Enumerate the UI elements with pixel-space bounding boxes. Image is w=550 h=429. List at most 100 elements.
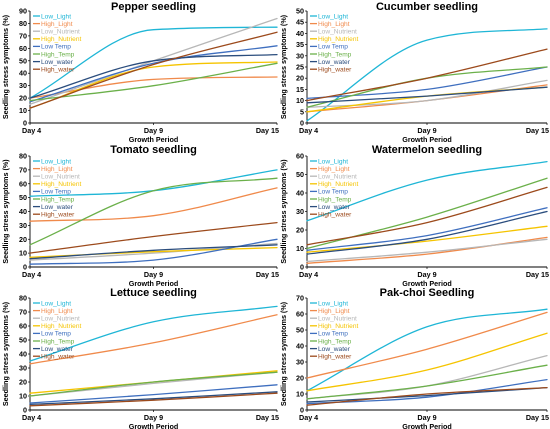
legend-entry-low-temp: Low Temp (41, 189, 71, 196)
x-tick-label: Day 4 (299, 413, 318, 422)
legend-entry-high-nutrient: High_Nutrient (318, 181, 358, 188)
y-tick-label: 10 (296, 390, 304, 399)
legend-entry-high-temp: High_Temp (41, 196, 75, 203)
series-line-high-water (29, 221, 278, 254)
legend-entry-high-water: High_water (318, 354, 352, 361)
y-tick-label: 30 (296, 358, 304, 367)
legend-entry-high-light: High_Light (318, 308, 350, 315)
legend-entry-low-light: Low_Light (41, 300, 71, 307)
legend-entry-high-temp: High_Temp (318, 51, 352, 58)
legend-entry-low-light: Low_Light (318, 300, 348, 307)
chart-cucumber-seedling: Cucumber seedling 0 5 10 15 20 25 30 35 40 45 50 Day… (279, 1, 549, 144)
y-tick-label: 80 (19, 19, 27, 28)
series-line-low-temp (29, 45, 278, 103)
y-tick-label: 60 (19, 179, 27, 188)
chart-title: Tomato seedling (110, 144, 197, 156)
y-tick-label: 10 (296, 244, 304, 253)
y-tick-label: 0 (300, 263, 304, 272)
y-tick-label: 0 (300, 406, 304, 415)
y-tick-label: 70 (19, 308, 27, 317)
legend-entry-low-nutrient: Low_Nutrient (41, 29, 80, 36)
y-tick-label: 20 (19, 235, 27, 244)
y-tick-label: 10 (19, 106, 27, 115)
x-tick-label: Day 4 (22, 413, 41, 422)
y-tick-label: 70 (296, 294, 304, 303)
y-tick-label: 90 (19, 7, 27, 16)
y-tick-label: 0 (300, 119, 304, 128)
legend-entry-high-light: High_Light (318, 21, 350, 28)
chart-pepper-seedling: Pepper seedling 0 10 20 30 40 50 60 70 80 90 Day 4 D… (1, 1, 279, 144)
series-line-low-water (29, 391, 278, 406)
y-tick-label: 40 (19, 207, 27, 216)
x-tick-label: Day 9 (417, 126, 436, 135)
x-tick-label: Day 15 (526, 126, 549, 135)
chart-title: Cucumber seedling (376, 1, 478, 13)
legend-entry-low-water: Low_water (41, 346, 74, 353)
series-line-low-nutrient (306, 354, 548, 400)
legend-entry-low-nutrient: Low_Nutrient (318, 29, 357, 36)
series-line-low-water (29, 53, 278, 99)
series-line-high-light (29, 314, 278, 365)
legend-entry-low-temp: Low Temp (41, 331, 71, 338)
legend-entry-low-nutrient: Low_Nutrient (41, 316, 80, 323)
y-tick-label: 70 (19, 165, 27, 174)
y-tick-label: 20 (19, 94, 27, 103)
legend-entry-high-temp: High_Temp (318, 196, 352, 203)
y-tick-label: 50 (296, 170, 304, 179)
series-line-low-temp (306, 207, 548, 251)
x-tick-label: Day 9 (417, 270, 436, 279)
series-line-low-nutrient (306, 79, 548, 108)
legend-entry-low-temp: Low Temp (318, 44, 348, 51)
series-line-high-temp (29, 62, 278, 102)
series-line-high-water (306, 186, 548, 246)
legend-entry-low-temp: Low Temp (318, 189, 348, 196)
x-tick-label: Day 4 (22, 126, 41, 135)
legend-entry-low-temp: Low Temp (318, 331, 348, 338)
x-axis-label: Growth Period (129, 135, 179, 144)
series-line-high-light (29, 187, 278, 222)
y-tick-label: 0 (23, 406, 27, 415)
legend: Low_LightHigh_LightLow_NutrientHigh_Nutr… (310, 13, 358, 74)
legend: Low_LightHigh_LightLow_NutrientHigh_Nutr… (310, 158, 358, 219)
series-line-low-water (306, 210, 548, 255)
legend-entry-high-temp: High_Temp (41, 51, 75, 58)
legend-entry-high-temp: High_Temp (41, 338, 75, 345)
series-line-high-water (306, 48, 548, 102)
series-line-low-water (306, 86, 548, 104)
y-tick-label: 40 (296, 189, 304, 198)
legend-entry-high-light: High_Light (41, 21, 73, 28)
x-tick-label: Day 4 (299, 126, 318, 135)
series-line-high-water (29, 31, 278, 109)
legend-entry-low-nutrient: Low_Nutrient (41, 174, 80, 181)
legend-entry-high-water: High_water (41, 67, 75, 74)
x-tick-label: Day 9 (417, 413, 436, 422)
x-axis-label: Growth Period (402, 135, 452, 144)
legend-entry-high-nutrient: High_Nutrient (41, 36, 81, 43)
y-axis-label: Seedling stress symptoms (%) (279, 159, 288, 264)
series-line-low-nutrient (29, 371, 278, 397)
series-line-low-light (29, 305, 278, 362)
chart-title: Lettuce seedling (110, 287, 197, 299)
y-tick-label: 40 (19, 69, 27, 78)
x-tick-label: Day 15 (526, 413, 549, 422)
x-tick-label: Day 4 (22, 270, 41, 279)
legend-entry-high-nutrient: High_Nutrient (318, 323, 358, 330)
chart-tomato-seedling: Tomato seedling 0 10 20 30 40 50 60 70 80 Day 4 Day… (1, 144, 279, 288)
legend-entry-low-temp: Low Temp (41, 44, 71, 51)
y-tick-label: 30 (19, 221, 27, 230)
chart-title: Pak-choi Seedling (380, 287, 475, 299)
y-tick-label: 30 (19, 364, 27, 373)
series-line-high-light (306, 236, 548, 264)
series-line-low-light (306, 160, 548, 222)
legend-entry-low-light: Low_Light (318, 158, 348, 165)
y-tick-label: 50 (19, 336, 27, 345)
legend-entry-low-water: Low_water (318, 204, 351, 211)
legend-entry-low-nutrient: Low_Nutrient (318, 316, 357, 323)
y-tick-label: 20 (19, 378, 27, 387)
series-line-high-temp (306, 177, 548, 250)
y-tick-label: 60 (19, 322, 27, 331)
legend: Low_LightHigh_LightLow_NutrientHigh_Nutr… (33, 13, 81, 74)
y-tick-label: 60 (296, 310, 304, 319)
series-line-low-light (29, 26, 278, 99)
chart-watermelon-seedling: Watermelon seedling 0 10 20 30 40 50 60 Day 4 Day… (279, 144, 549, 288)
